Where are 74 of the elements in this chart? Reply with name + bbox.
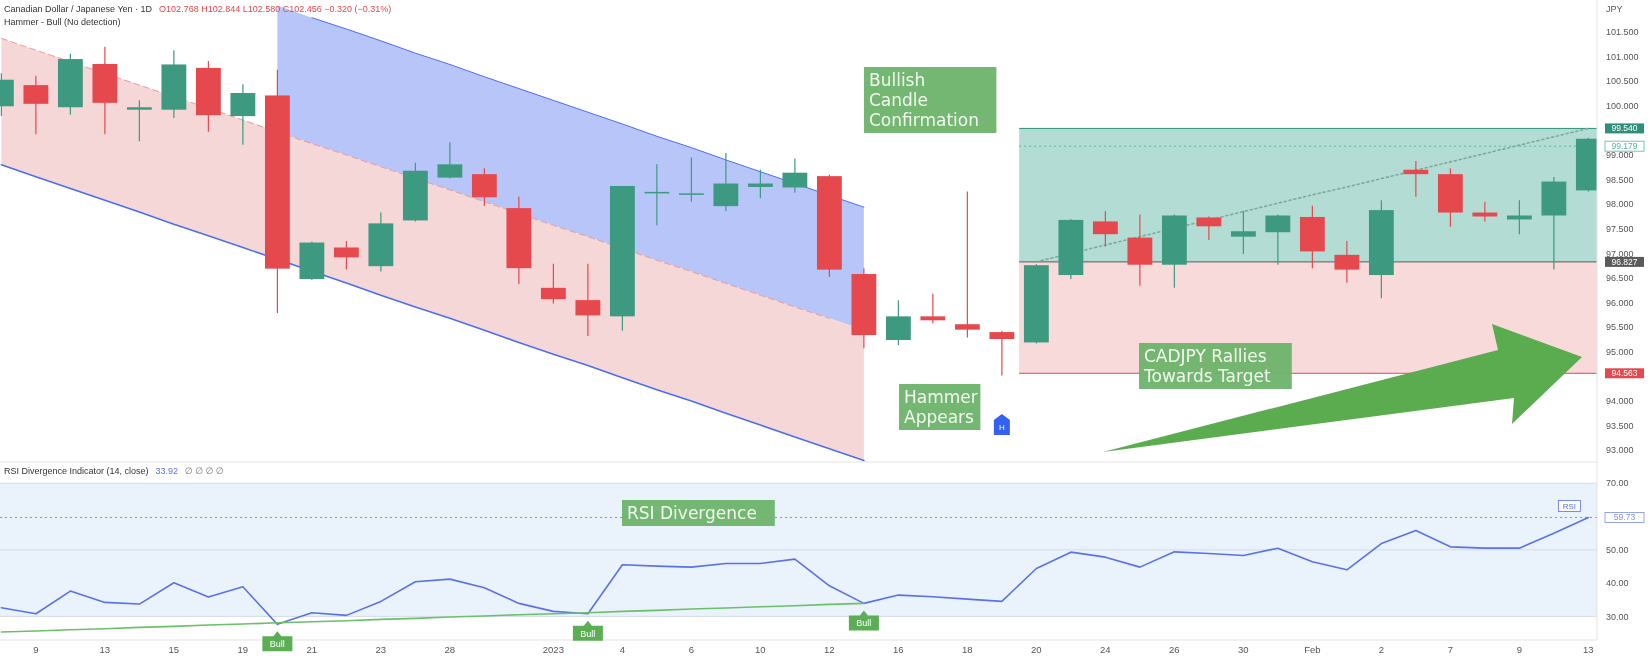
line-series	[311, 17, 865, 208]
x-tick-label: 9	[33, 644, 39, 655]
x-tick-label: 23	[375, 644, 387, 655]
annotation: Bull	[856, 618, 872, 629]
x-tick-label: 4	[619, 644, 626, 655]
y-tick-label: 100.500	[1606, 76, 1639, 87]
annotation: ∅ ∅ ∅ ∅	[185, 466, 224, 476]
x-tick-label: 13	[99, 644, 111, 655]
x-tick-label: 30	[1238, 644, 1249, 655]
candlestick	[954, 190, 980, 339]
candlestick	[678, 156, 704, 203]
y-tick-label: 99.000	[1606, 150, 1634, 161]
x-tick-label: 10	[755, 644, 766, 655]
y-tick-label: 30.00	[1606, 611, 1629, 622]
y-tick-label: 96.000	[1606, 297, 1634, 308]
x-tick-label: 24	[1100, 644, 1111, 655]
y-tick-label: 70.00	[1606, 478, 1629, 489]
annotation: Bull	[580, 628, 596, 639]
x-tick-label: 18	[962, 644, 973, 655]
y-tick-label: 95.000	[1606, 346, 1634, 357]
x-tick-label: 9	[1516, 644, 1523, 655]
annotation: H	[998, 423, 1005, 432]
candlestick	[1403, 160, 1429, 198]
annotation: Bullish Candle Confirmation	[869, 70, 979, 130]
text: Hammer - Bull (No detection)	[4, 17, 121, 27]
annotation: Bull	[269, 639, 285, 650]
candlestick	[920, 293, 946, 324]
y-tick-label: 40.00	[1606, 578, 1629, 589]
x-tick-label: 28	[444, 644, 456, 655]
candlestick	[1230, 210, 1256, 255]
series-label: RSI	[1562, 501, 1577, 511]
x-tick-label: 26	[1169, 644, 1180, 655]
x-tick-label: 19	[237, 644, 249, 655]
x-tick-label: 13	[1583, 644, 1594, 655]
x-tick-label: 12	[824, 644, 835, 655]
y-axis-title: JPY	[1606, 4, 1623, 14]
text: RSI Divergence Indicator (14, close)	[4, 466, 149, 476]
annotation: Hammer Appears	[904, 387, 978, 427]
ref-line-label: 59.73	[1613, 512, 1636, 523]
y-tick-label: 50.00	[1606, 544, 1629, 555]
line-series	[0, 164, 865, 462]
x-tick-label: 21	[306, 644, 318, 655]
annotation: RSI Divergence	[627, 503, 757, 523]
y-tick-label: 93.000	[1606, 445, 1634, 456]
y-tick-label: 94.000	[1606, 396, 1634, 407]
annotation: O102.768 H102.844 L102.580 C102.456 −0.320 (−0.31%)	[159, 4, 392, 14]
x-tick-label: 2	[1378, 644, 1385, 655]
y-tick-label: 97.000	[1606, 248, 1634, 259]
candlestick	[989, 330, 1015, 377]
x-tick-label: 6	[688, 644, 695, 655]
x-tick-label: 20	[1031, 644, 1042, 655]
y-tick-label: 100.000	[1606, 100, 1639, 111]
y-tick-label: 98.500	[1606, 174, 1634, 185]
x-tick-label: Feb	[1304, 644, 1321, 655]
y-tick-label: 98.000	[1606, 199, 1634, 210]
candlestick	[126, 99, 152, 142]
x-tick-label: 16	[893, 644, 904, 655]
ref-line-label: 94.563	[1611, 368, 1638, 379]
ref-line-label: 99.179	[1611, 141, 1638, 152]
x-tick-label: 15	[168, 644, 180, 655]
x-tick-label: 7	[1447, 644, 1454, 655]
line-series	[0, 37, 830, 319]
y-tick-label: 96.500	[1606, 273, 1634, 284]
y-tick-label: 101.000	[1606, 51, 1639, 62]
y-tick-label: 101.500	[1606, 27, 1639, 38]
annotation: CADJPY Rallies Towards Target	[1143, 346, 1271, 386]
ref-line-label: 99.540	[1611, 123, 1638, 134]
ref-line-label: 96.827	[1611, 256, 1638, 267]
x-tick-label: 2023	[542, 644, 564, 655]
y-tick-label: 93.500	[1606, 420, 1634, 431]
y-tick-label: 95.500	[1606, 322, 1634, 333]
chart-title: Canadian Dollar / Japanese Yen · 1D	[4, 4, 153, 14]
annotation: 33.92	[155, 466, 179, 476]
y-tick-label: 97.500	[1606, 223, 1634, 234]
